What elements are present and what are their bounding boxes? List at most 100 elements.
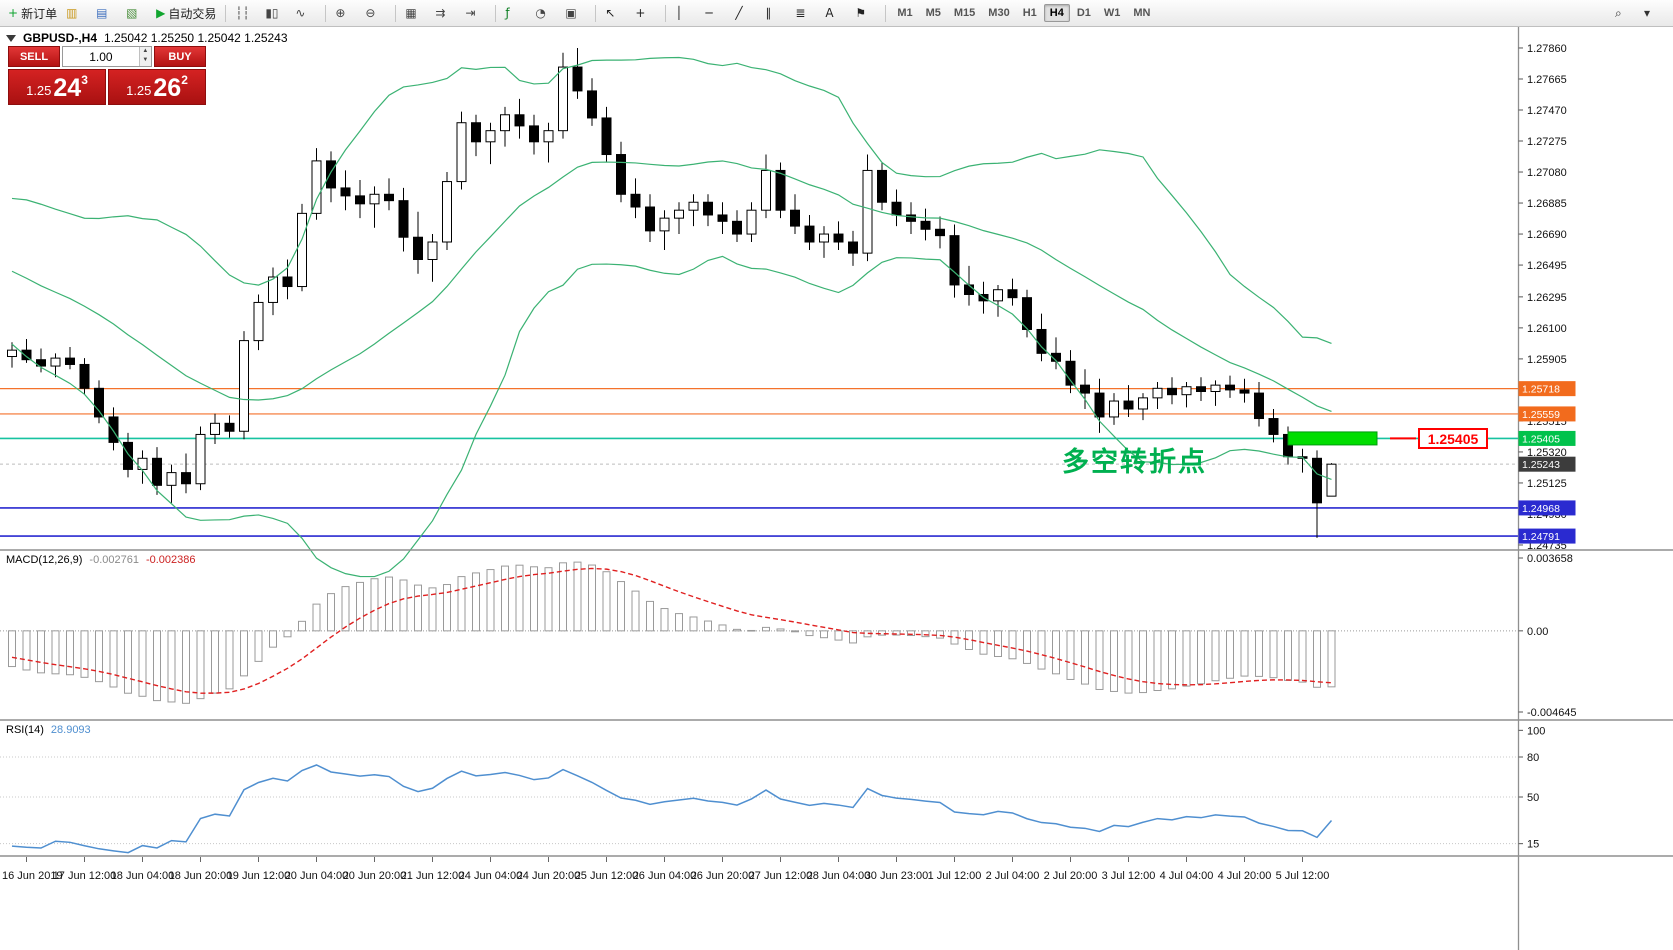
svg-text:27 Jun 12:00: 27 Jun 12:00	[749, 870, 813, 882]
ohlc-values: 1.25042 1.25250 1.25042 1.25243	[104, 31, 288, 45]
rsi-axis[interactable]: 100 80 50 15	[1518, 725, 1546, 851]
toolbar-separator	[225, 4, 227, 22]
one-click-toggle-icon[interactable]	[6, 34, 16, 42]
svg-text:30 Jun 23:00: 30 Jun 23:00	[865, 870, 929, 882]
svg-text:24 Jun 04:00: 24 Jun 04:00	[459, 870, 523, 882]
timeframe-m15-button[interactable]: M15	[953, 7, 976, 19]
tile-windows-button[interactable]: ▦	[401, 2, 430, 25]
market-watch-icon-glyph: ▤	[96, 6, 108, 20]
timeframe-m5-button[interactable]: M5	[925, 7, 941, 19]
vertical-line-button[interactable]: │	[671, 2, 700, 25]
sell-price[interactable]: 1.25 24 3	[8, 69, 106, 105]
svg-text:0.003658: 0.003658	[1527, 553, 1573, 565]
search-icon[interactable]: ⌕	[1611, 2, 1640, 25]
chart-shift-button[interactable]: ⇥	[461, 2, 490, 25]
cursor-button[interactable]: ↖	[601, 2, 630, 25]
svg-text:25 Jun 12:00: 25 Jun 12:00	[575, 870, 639, 882]
macd-name: MACD(12,26,9)	[6, 554, 83, 566]
trendline-glyph: ╱	[735, 6, 743, 20]
chart-annotation-text[interactable]: 多空转折点	[1062, 447, 1207, 478]
price-axis[interactable]: 1.27860 1.27665 1.27470 1.27275 1.27080 1.268…	[1518, 43, 1576, 552]
timeframe-mn-button[interactable]: MN	[1133, 7, 1151, 19]
indicators-glyph: ƒ	[505, 6, 510, 20]
timeframe-m1-button[interactable]: M1	[897, 7, 913, 19]
navigator-icon-glyph: ▧	[126, 6, 138, 20]
chevron-down-icon[interactable]: ▾	[1640, 2, 1669, 25]
timeframe-w1-button[interactable]: W1	[1103, 7, 1121, 19]
svg-text:1.25718: 1.25718	[1522, 384, 1560, 396]
charts-icon-glyph: ▥	[66, 6, 78, 20]
svg-text:2 Jul 20:00: 2 Jul 20:00	[1044, 870, 1098, 882]
periods-button[interactable]: ◔	[531, 2, 560, 25]
arrows-glyph: ⚑	[855, 6, 867, 20]
bar-chart-icon[interactable]: ┆┆	[231, 2, 260, 25]
autotrading-glyph: ▶	[156, 6, 166, 20]
timeframe-h1-button[interactable]: H1	[1022, 7, 1037, 19]
volume-input[interactable]	[63, 47, 139, 66]
fibonacci-button[interactable]: ≣	[791, 2, 820, 25]
price-callout[interactable]: 1.25405	[1418, 428, 1488, 449]
svg-text:80: 80	[1527, 752, 1539, 764]
market-watch-icon[interactable]: ▤	[92, 2, 121, 25]
timeframe-m30-button[interactable]: M30	[988, 7, 1010, 19]
toolbar-separator	[325, 4, 327, 22]
toolbar: + 新订单 ▥ ▤ ▧ ▶ 自动交易 ┆┆ ▮▯ ∿ ⊕ ⊖ ▦ ⇉ ⇥ ƒ ◔ ▣ ↖ + │ ─ ╱ ∥ ≣ A ⚑ M1 M5 M1…	[0, 0, 1673, 27]
buy-button[interactable]: BUY	[154, 46, 206, 67]
symbol-info: GBPUSD-,H4 1.25042 1.25250 1.25042 1.252…	[6, 31, 288, 45]
horizontal-line-button[interactable]: ─	[701, 2, 730, 25]
zoom-in-button[interactable]: ⊕	[331, 2, 360, 25]
price-tag: 1.25718	[1518, 381, 1576, 397]
svg-text:18 Jun 20:00: 18 Jun 20:00	[169, 870, 233, 882]
svg-text:1.26495: 1.26495	[1527, 260, 1567, 272]
svg-text:5 Jul 12:00: 5 Jul 12:00	[1276, 870, 1330, 882]
horizontal-lines	[0, 388, 1518, 537]
autotrading-button-label: 自动交易	[168, 6, 217, 21]
channel-button[interactable]: ∥	[761, 2, 790, 25]
timeframe-d1-button[interactable]: D1	[1076, 7, 1091, 19]
svg-text:4 Jul 04:00: 4 Jul 04:00	[1160, 870, 1214, 882]
buy-price[interactable]: 1.25 26 2	[108, 69, 206, 105]
zoom-in-glyph: ⊕	[335, 6, 346, 20]
periods-glyph: ◔	[535, 6, 546, 20]
autotrading-button[interactable]: ▶ 自动交易	[152, 2, 220, 25]
zoom-out-glyph: ⊖	[365, 6, 376, 20]
svg-text:19 Jun 12:00: 19 Jun 12:00	[227, 870, 291, 882]
price-tag: 1.24968	[1518, 500, 1576, 516]
sell-button[interactable]: SELL	[8, 46, 60, 67]
svg-text:26 Jun 20:00: 26 Jun 20:00	[691, 870, 755, 882]
price-tag: 1.25405	[1518, 430, 1576, 446]
volume-up-button[interactable]: ▲	[142, 48, 149, 54]
svg-text:21 Jun 12:00: 21 Jun 12:00	[401, 870, 465, 882]
chart-shift-glyph: ⇥	[465, 6, 476, 20]
line-chart-icon[interactable]: ∿	[291, 2, 320, 25]
macd-signal-value: -0.002386	[145, 554, 196, 566]
volume-field: ▲ ▼	[62, 46, 152, 67]
bollinger-bands	[11, 56, 1332, 578]
macd-axis[interactable]: 0.003658 0.00 -0.004645	[1518, 553, 1577, 719]
charts-icon[interactable]: ▥	[62, 2, 91, 25]
candlestick-chart-icon[interactable]: ▮▯	[261, 2, 290, 25]
volume-spinner: ▲ ▼	[138, 47, 151, 66]
navigator-icon[interactable]: ▧	[122, 2, 151, 25]
crosshair-button[interactable]: +	[631, 2, 660, 25]
zoom-out-button[interactable]: ⊖	[361, 2, 390, 25]
highlight-bar[interactable]	[1287, 431, 1378, 446]
svg-text:1 Jul 12:00: 1 Jul 12:00	[928, 870, 982, 882]
svg-text:1.27860: 1.27860	[1527, 43, 1567, 55]
svg-text:-0.004645: -0.004645	[1527, 707, 1577, 719]
svg-text:2 Jul 04:00: 2 Jul 04:00	[986, 870, 1040, 882]
templates-button[interactable]: ▣	[561, 2, 590, 25]
macd-panel	[0, 561, 1518, 704]
timeframe-h4-button[interactable]: H4	[1043, 4, 1070, 22]
toolbar-separator	[495, 4, 497, 22]
trendline-button[interactable]: ╱	[731, 2, 760, 25]
new-order-button[interactable]: + 新订单	[4, 2, 61, 25]
rsi-name: RSI(14)	[6, 724, 44, 736]
volume-down-button[interactable]: ▼	[142, 57, 149, 63]
text-button[interactable]: A	[821, 2, 850, 25]
indicators-button[interactable]: ƒ	[501, 2, 530, 25]
auto-scroll-button[interactable]: ⇉	[431, 2, 460, 25]
arrows-button[interactable]: ⚑	[851, 2, 880, 25]
